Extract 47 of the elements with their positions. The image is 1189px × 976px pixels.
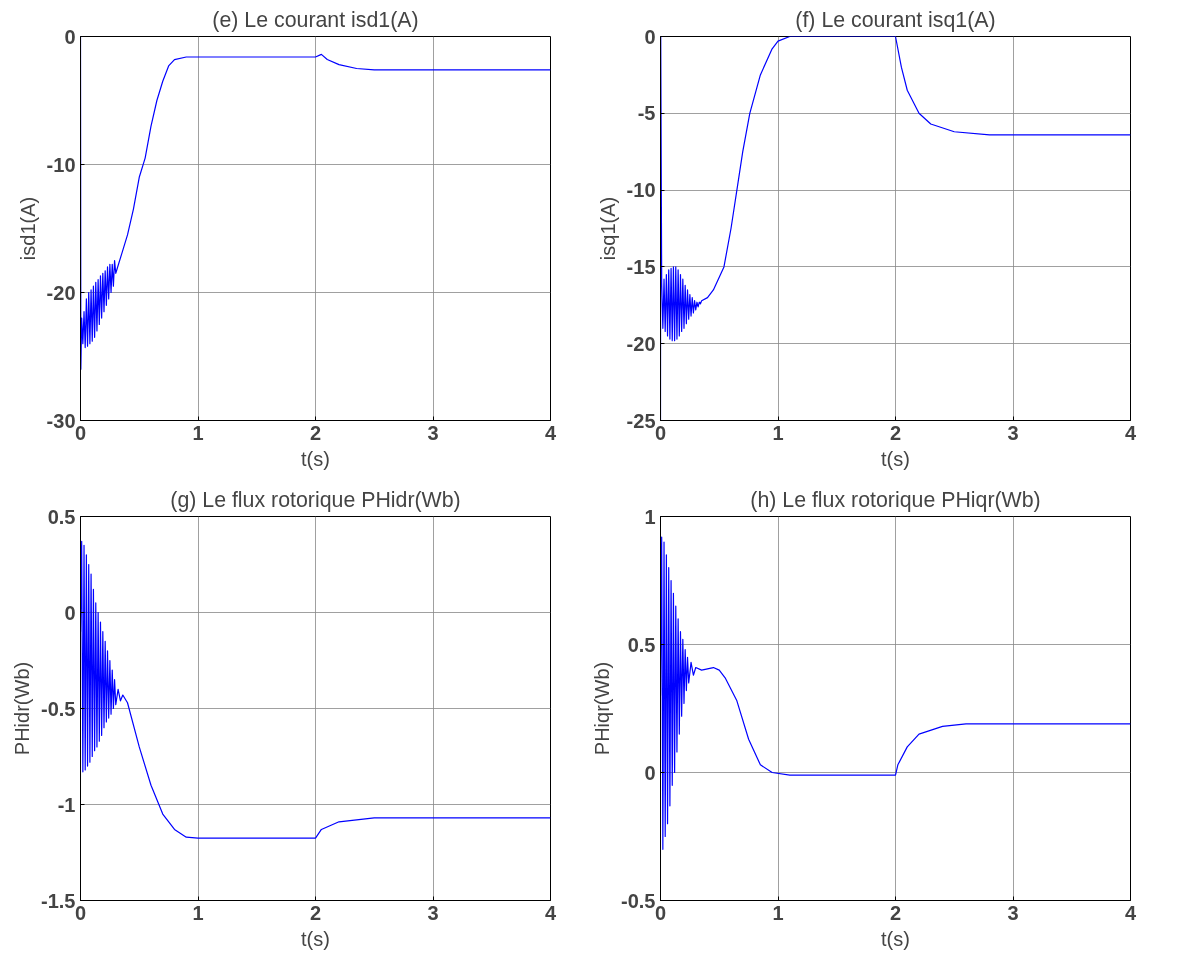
y-axis-title: isq1(A) xyxy=(596,196,619,261)
x-tick-label: 4 xyxy=(1124,421,1137,444)
y-tick-label: 0 xyxy=(644,25,656,48)
x-tick-label: 1 xyxy=(772,901,784,924)
y-tick-label: 0.5 xyxy=(627,633,656,656)
chart-title: (h) Le flux rotorique PHiqr(Wb) xyxy=(750,487,1041,512)
y-tick-label: -0.5 xyxy=(621,889,656,912)
y-axis-title: PHidr(Wb) xyxy=(11,661,34,756)
chart-title: (g) Le flux rotorique PHidr(Wb) xyxy=(170,487,461,512)
x-tick-label: 1 xyxy=(192,421,204,444)
chart-title: (f) Le courant isq1(A) xyxy=(795,7,996,32)
y-tick-label: -20 xyxy=(46,281,76,304)
y-tick-label: 0 xyxy=(64,25,76,48)
y-tick-label: -30 xyxy=(46,409,76,432)
y-tick-label: -0.5 xyxy=(41,697,76,720)
chart-title: (e) Le courant isd1(A) xyxy=(212,7,419,32)
x-axis-title: t(s) xyxy=(301,927,330,950)
y-tick-label: 0 xyxy=(644,761,656,784)
y-tick-label: -1.5 xyxy=(41,889,76,912)
x-tick-label: 2 xyxy=(309,901,322,924)
x-axis-title: t(s) xyxy=(881,927,910,950)
x-tick-label: 2 xyxy=(889,901,902,924)
x-tick-label: 1 xyxy=(772,421,784,444)
x-tick-label: 1 xyxy=(192,901,204,924)
x-tick-label: 4 xyxy=(1124,901,1137,924)
y-tick-label: -1 xyxy=(57,793,76,816)
x-tick-label: 4 xyxy=(544,901,557,924)
y-tick-label: -25 xyxy=(626,409,656,432)
x-axis-title: t(s) xyxy=(881,447,910,470)
y-tick-label: -10 xyxy=(626,179,656,202)
y-axis-title: isd1(A) xyxy=(16,196,39,261)
y-tick-label: 0.5 xyxy=(47,505,76,528)
y-tick-label: -10 xyxy=(46,153,76,176)
y-tick-label: -20 xyxy=(626,332,656,355)
x-tick-label: 4 xyxy=(544,421,557,444)
x-tick-label: 2 xyxy=(889,421,902,444)
x-tick-label: 3 xyxy=(1007,901,1019,924)
x-tick-label: 2 xyxy=(309,421,322,444)
y-tick-label: -15 xyxy=(626,255,656,278)
y-tick-label: 1 xyxy=(644,505,656,528)
x-axis-title: t(s) xyxy=(301,447,330,470)
x-tick-label: 3 xyxy=(427,901,439,924)
y-axis-title: PHiqr(Wb) xyxy=(591,661,614,756)
x-tick-label: 3 xyxy=(1007,421,1019,444)
x-tick-label: 3 xyxy=(427,421,439,444)
y-tick-label: -5 xyxy=(637,102,656,125)
y-tick-label: 0 xyxy=(64,601,76,624)
